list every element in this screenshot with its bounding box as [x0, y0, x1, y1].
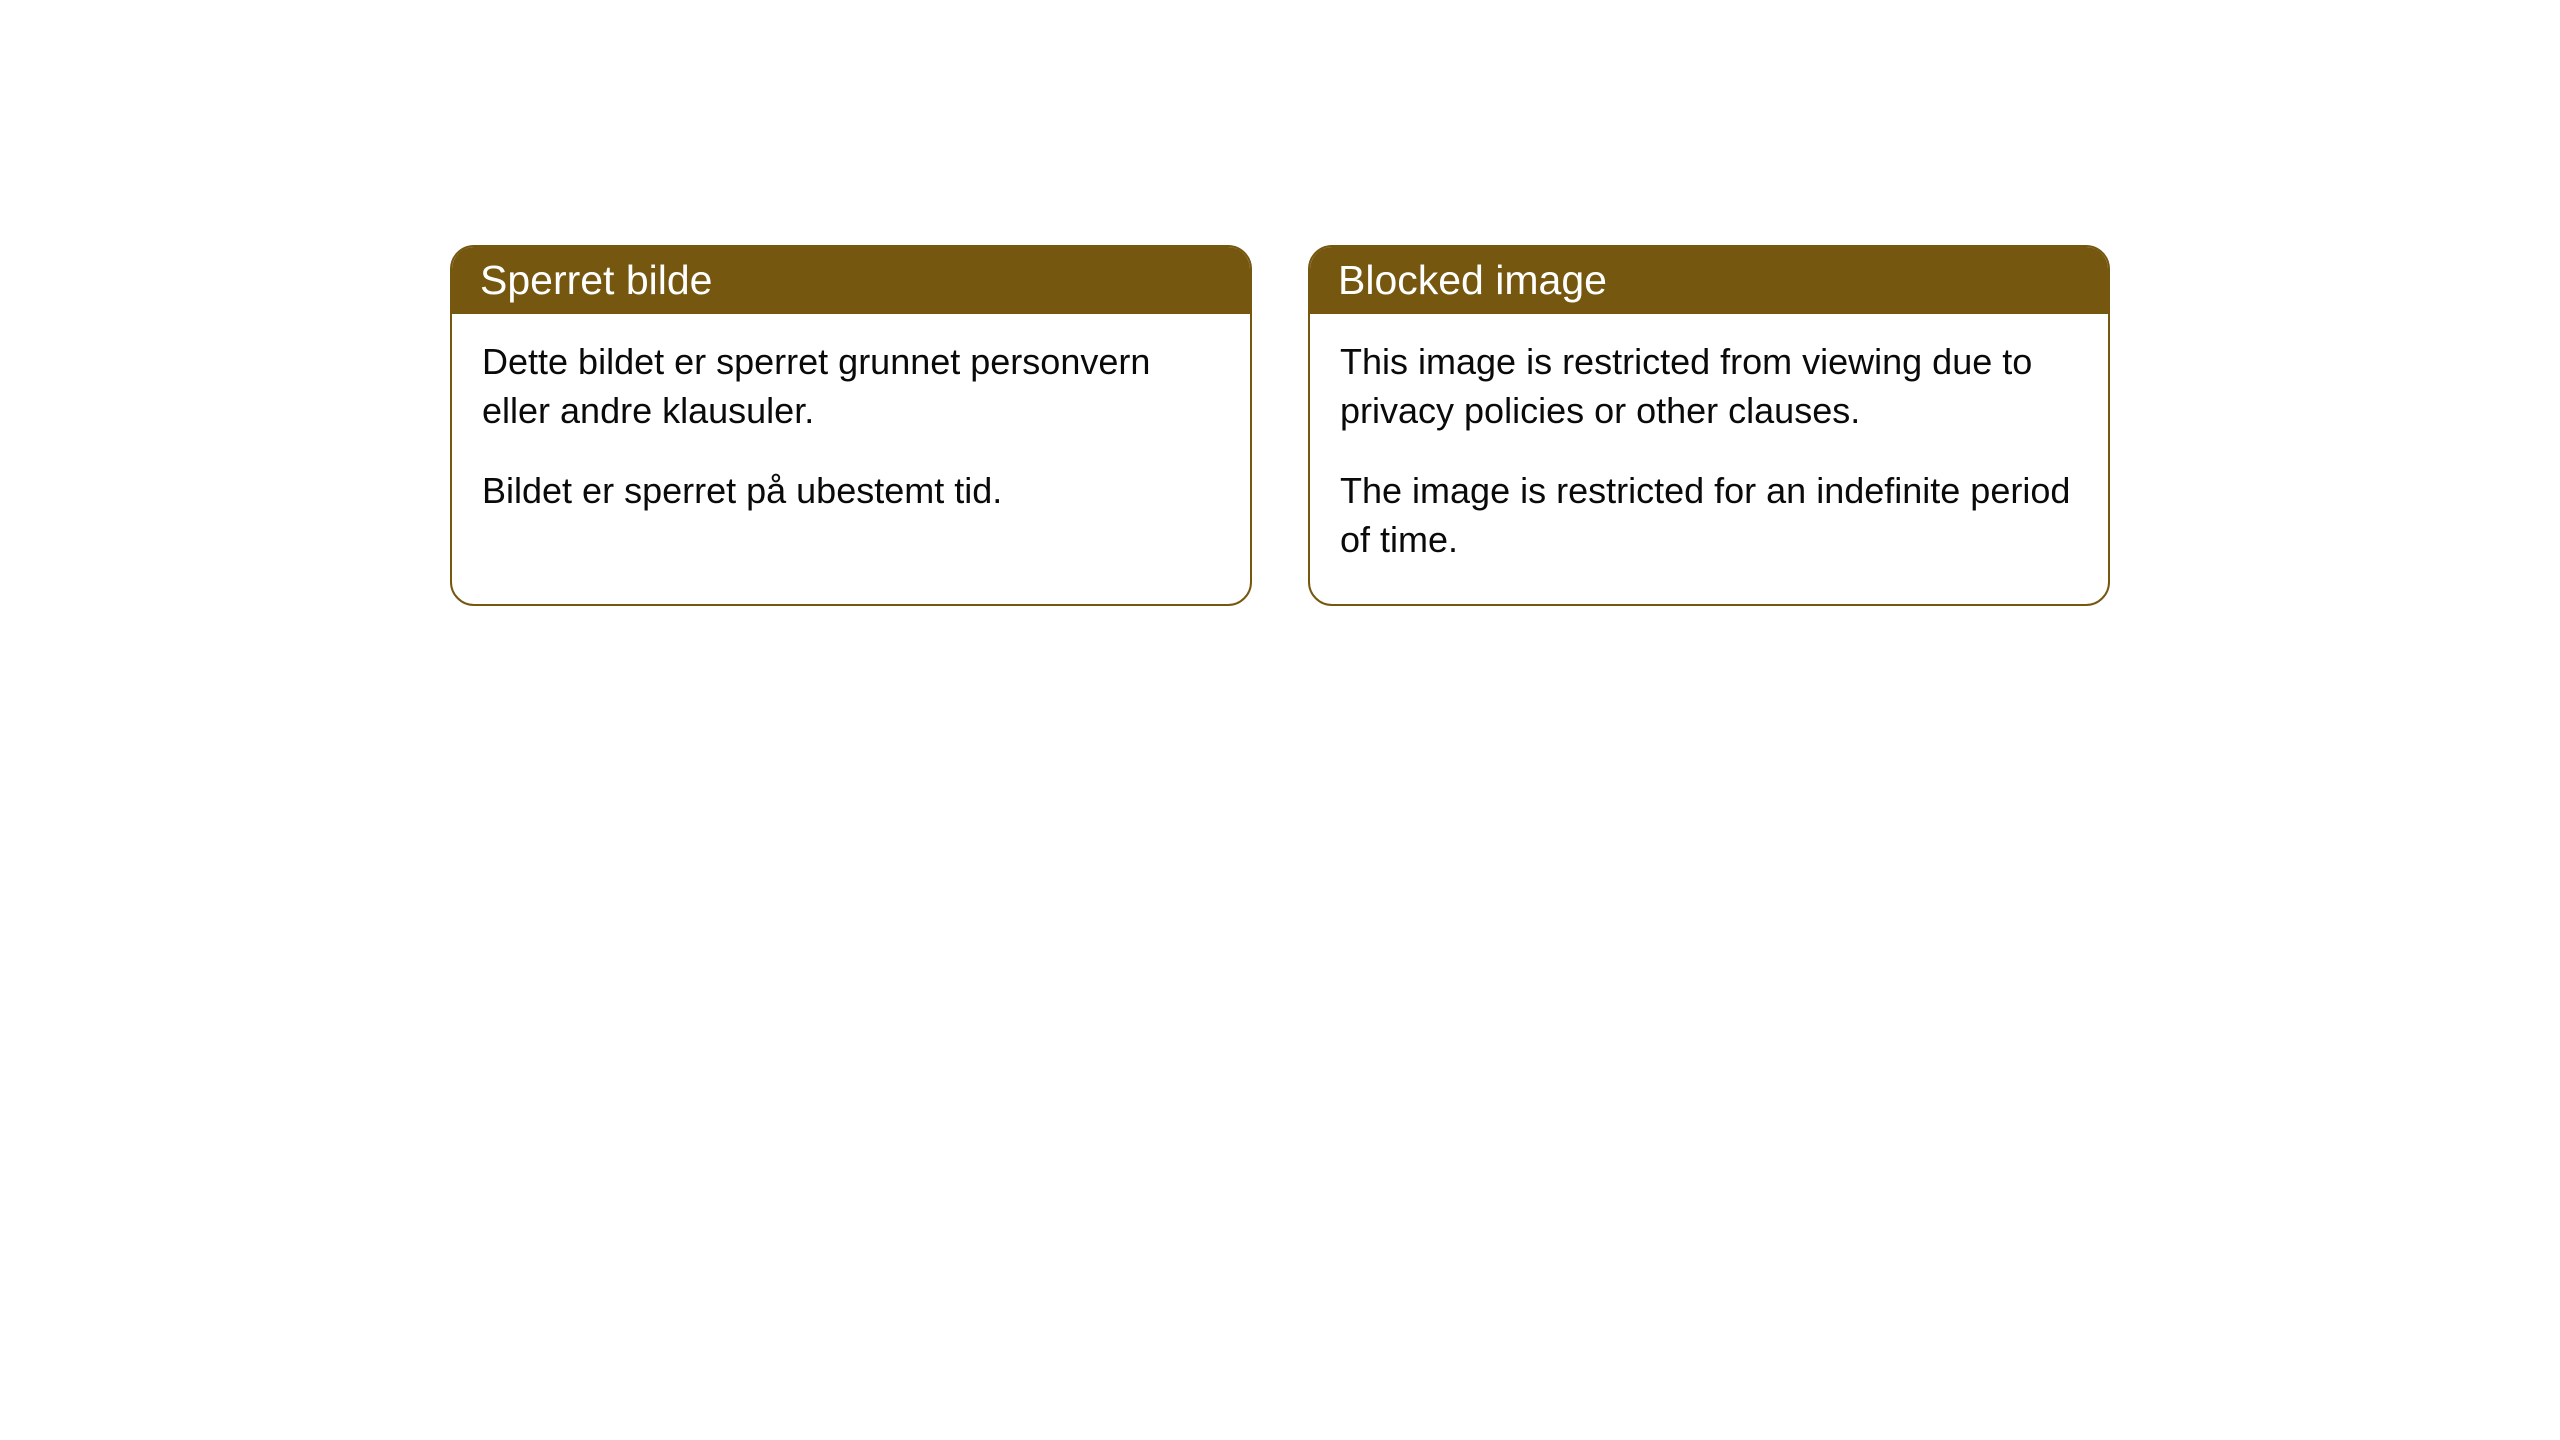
card-paragraph-1-norwegian: Dette bildet er sperret grunnet personve… — [482, 338, 1220, 435]
notice-cards-container: Sperret bilde Dette bildet er sperret gr… — [0, 245, 2560, 606]
card-header-norwegian: Sperret bilde — [452, 247, 1250, 314]
blocked-image-card-norwegian: Sperret bilde Dette bildet er sperret gr… — [450, 245, 1252, 606]
card-paragraph-2-norwegian: Bildet er sperret på ubestemt tid. — [482, 467, 1220, 516]
card-title-norwegian: Sperret bilde — [480, 257, 712, 303]
card-body-norwegian: Dette bildet er sperret grunnet personve… — [452, 314, 1250, 556]
card-paragraph-2-english: The image is restricted for an indefinit… — [1340, 467, 2078, 564]
card-header-english: Blocked image — [1310, 247, 2108, 314]
card-body-english: This image is restricted from viewing du… — [1310, 314, 2108, 604]
blocked-image-card-english: Blocked image This image is restricted f… — [1308, 245, 2110, 606]
card-title-english: Blocked image — [1338, 257, 1607, 303]
card-paragraph-1-english: This image is restricted from viewing du… — [1340, 338, 2078, 435]
